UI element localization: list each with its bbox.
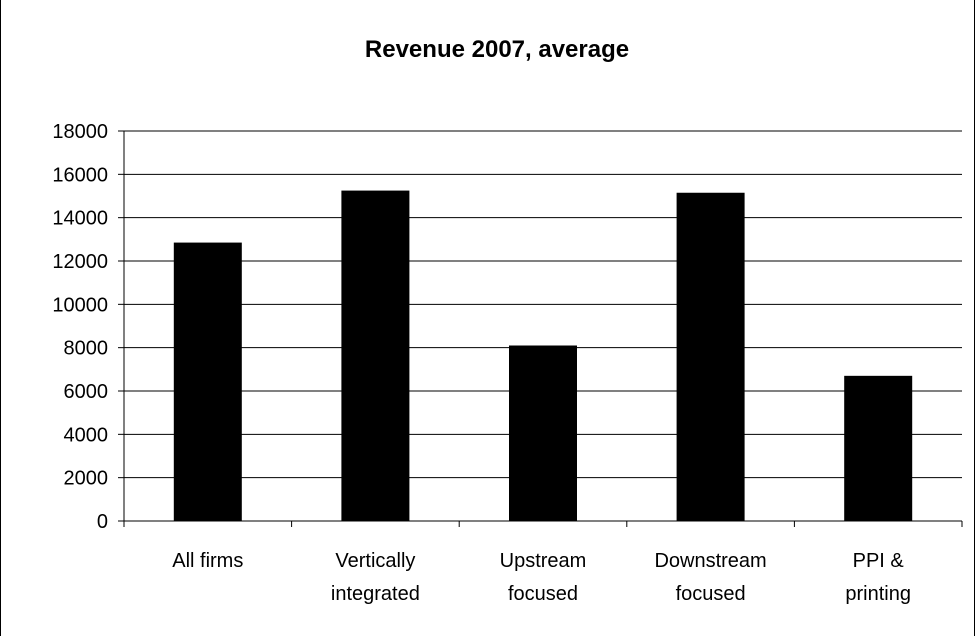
chart-title: Revenue 2007, average bbox=[365, 36, 629, 63]
axes bbox=[118, 130, 963, 527]
bar bbox=[173, 242, 242, 522]
x-category-label-line: All firms bbox=[172, 550, 243, 572]
y-tick-label: 14000 bbox=[52, 208, 108, 230]
y-tick-labels: 0 2000 4000 6000 8000 10000 12000 14000 16000 180… bbox=[52, 121, 108, 533]
x-category-label-line: focused bbox=[508, 583, 578, 605]
x-category-labels: All firms Vertically integrated Upstream foc… bbox=[172, 550, 911, 605]
y-tick-label: 10000 bbox=[52, 294, 108, 316]
x-category-label: Upstream focused bbox=[500, 550, 587, 605]
x-category-label-line: integrated bbox=[331, 583, 420, 605]
x-category-label-line: Downstream bbox=[654, 550, 766, 572]
y-tick-label: 18000 bbox=[52, 121, 108, 143]
y-tick-label: 2000 bbox=[64, 468, 109, 490]
x-category-label: Downstream focused bbox=[654, 550, 766, 605]
x-category-label-line: focused bbox=[676, 583, 746, 605]
y-tick-label: 16000 bbox=[52, 164, 108, 186]
x-category-label: Vertically integrated bbox=[331, 550, 420, 605]
x-category-label-line: Vertically bbox=[335, 550, 415, 572]
bar bbox=[509, 345, 577, 521]
bar bbox=[844, 375, 913, 521]
x-category-label: All firms bbox=[172, 550, 243, 572]
y-tick-label: 6000 bbox=[64, 381, 109, 403]
x-category-label-line: printing bbox=[845, 583, 911, 605]
bars bbox=[173, 190, 913, 522]
x-category-label: PPI & printing bbox=[845, 550, 911, 605]
bar bbox=[341, 190, 410, 522]
y-tick-label: 8000 bbox=[64, 338, 109, 360]
x-category-label-line: PPI & bbox=[853, 550, 905, 572]
y-tick-label: 0 bbox=[97, 511, 108, 533]
x-category-label-line: Upstream bbox=[500, 550, 587, 572]
y-tick-label: 12000 bbox=[52, 251, 108, 273]
bar bbox=[676, 192, 745, 521]
y-tick-label: 4000 bbox=[64, 424, 109, 446]
